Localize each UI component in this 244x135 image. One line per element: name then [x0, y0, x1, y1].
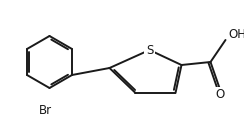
Text: S: S: [146, 43, 153, 57]
Text: OH: OH: [228, 28, 244, 41]
Text: Br: Br: [39, 104, 52, 117]
Text: O: O: [216, 89, 225, 102]
